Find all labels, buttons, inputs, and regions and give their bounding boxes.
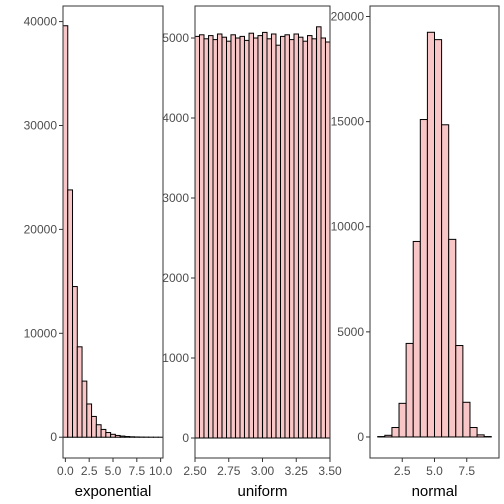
y-tick-label: 20000 [24,222,58,236]
histogram-bar [324,41,331,439]
histogram-bar [391,427,400,438]
x-tick-label: 7.5 [128,464,145,478]
histogram-bar [95,424,102,438]
panel-exponential: 0 10000 20000 30000 40000 0.0 2.5 5.0 7.5 10.0 exp… [24,5,173,500]
histogram-bar [221,36,228,439]
histogram-bar [455,345,464,438]
x-tick-label: 10.0 [149,464,173,478]
x-tick-label: 3.25 [285,464,309,478]
histogram-bar [316,26,322,439]
histogram-bar [253,37,259,439]
histogram-bar [266,38,272,439]
x-tick-label: 5.0 [426,464,443,478]
x-axis-title: uniform [237,483,287,500]
y-tick-label: 1000 [162,351,189,365]
histogram-bar [239,35,245,439]
histogram-bar [419,119,428,438]
x-tick-label: 5.0 [105,464,122,478]
histogram-bar [398,402,407,438]
histogram-bar [124,436,131,438]
histogram-bar [280,35,286,439]
histogram-bar [302,40,309,439]
histogram-bar [72,286,78,438]
histogram-bar [119,435,126,438]
histogram-bar [81,380,88,438]
histogram-bar [199,34,205,439]
y-tick-label: 10000 [331,220,365,234]
x-tick-label: 2.75 [217,464,241,478]
y-tick-label: 0 [50,430,57,444]
x-tick-label: 0.0 [57,464,74,478]
histogram-bar [226,40,232,439]
histogram-bar [76,346,83,438]
x-axis-title: normal [412,483,458,500]
histogram-bar [243,39,250,439]
histogram-bar [270,33,277,439]
y-tick-label: 3000 [162,191,189,205]
histogram-bar [208,35,214,439]
histogram-bar [469,427,478,438]
panel-uniform: 0 1000 2000 3000 4000 5000 2.50 2.75 3.00 3.25 3.5… [162,5,342,500]
y-tick-label: 0 [357,430,364,444]
histogram-bar [320,37,326,439]
histogram-bar [275,44,282,439]
x-tick-label: 2.5 [394,464,411,478]
histogram-bar [434,39,443,438]
histogram-bar [289,39,295,439]
y-tick-label: 0 [182,431,189,445]
histogram-bar [100,428,107,438]
histogram-bar [412,240,421,438]
histogram-bar [216,33,223,439]
histogram-bar [257,35,263,439]
histogram-bar [248,32,255,439]
histogram-bar [284,34,290,439]
y-tick-label: 30000 [24,118,58,132]
histogram-bar [194,35,201,439]
y-tick-label: 10000 [24,326,58,340]
histogram-bar [91,415,97,438]
histogram-bar [62,25,69,438]
histogram-bar [311,38,317,439]
y-tick-label: 20000 [331,10,365,24]
histogram-bar [67,189,74,438]
histogram-bar [212,39,218,439]
histogram-bar [307,35,313,439]
histogram-bar [384,434,393,438]
histogram-bar [462,401,471,438]
histogram-bar [293,33,299,439]
histogram-bar [114,434,121,438]
histogram-bar [235,37,241,439]
x-tick-label: 3.50 [318,464,342,478]
y-tick-label: 15000 [331,115,365,129]
histogram-bar [405,342,414,438]
histogram-bar [230,34,236,439]
x-tick-label: 2.50 [183,464,207,478]
histogram-bar [448,238,457,438]
y-tick-label: 4000 [162,111,189,125]
histogram-bar [441,124,450,438]
y-tick-label: 40000 [24,15,58,29]
y-tick-label: 5000 [337,325,364,339]
x-tick-label: 7.5 [458,464,475,478]
histogram-bar [426,31,435,438]
histogram-bar [105,432,112,438]
histogram-bar [86,403,93,438]
histogram-bar [203,38,209,439]
histogram-bar [476,434,485,438]
y-tick-label: 2000 [162,271,189,285]
x-tick-label: 3.00 [251,464,275,478]
histogram-bar [262,31,268,439]
histogram-bar [110,433,116,438]
x-tick-label: 2.5 [81,464,98,478]
histogram-bar [297,36,304,439]
y-tick-label: 5000 [162,31,189,45]
x-axis-title: exponential [75,483,152,500]
